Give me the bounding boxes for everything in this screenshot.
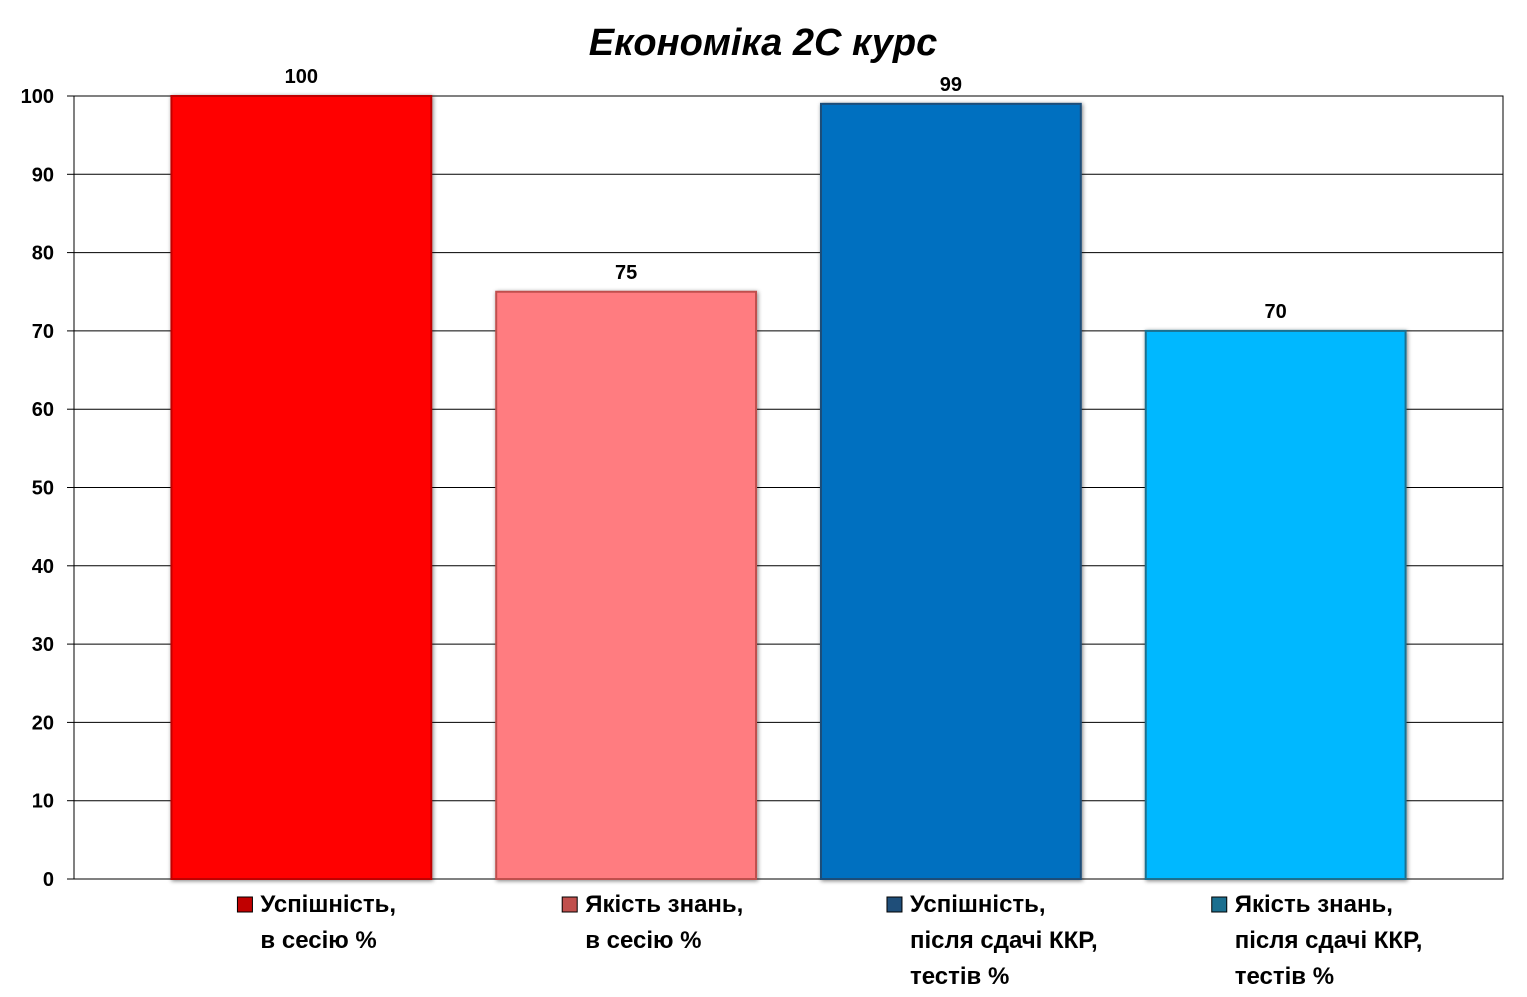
legend-marker-1 — [236, 896, 253, 913]
legend-label-4: після сдачі ККР, — [1235, 927, 1423, 954]
legend-marker-2 — [561, 896, 578, 913]
bar-3 — [819, 102, 1082, 880]
legend-label-3: тестів % — [910, 963, 1009, 990]
legend-label-1: Успішність, — [260, 891, 396, 918]
legend-label-4: Якість знань, — [1235, 891, 1393, 918]
y-tick-label: 40 — [32, 556, 54, 578]
chart-title: Економіка 2С курс — [589, 22, 937, 64]
y-tick-label: 50 — [32, 478, 54, 500]
legend: Успішність, в сесію % Якість знань, в сесію… — [236, 891, 1423, 990]
bar-4 — [1144, 329, 1407, 880]
data-label-3: 99 — [940, 74, 962, 96]
y-tick-label: 20 — [32, 712, 54, 734]
bar-1 — [170, 95, 433, 880]
y-axis: 0 10 20 30 40 50 60 70 80 90 100 — [21, 86, 74, 891]
data-label-1: 100 — [285, 66, 318, 88]
y-tick-label: 0 — [43, 869, 54, 891]
bar-2 — [495, 290, 758, 880]
bars — [170, 95, 1407, 880]
legend-label-2: Якість знань, — [585, 891, 743, 918]
legend-label-3: Успішність, — [910, 891, 1046, 918]
legend-label-4: тестів % — [1235, 963, 1334, 990]
data-label-2: 75 — [615, 262, 637, 284]
y-tick-label: 60 — [32, 399, 54, 421]
data-label-4: 70 — [1265, 301, 1287, 323]
y-tick-label: 90 — [32, 164, 54, 186]
legend-label-3: після сдачі ККР, — [910, 927, 1098, 954]
y-tick-label: 80 — [32, 243, 54, 265]
legend-label-2: в сесію % — [585, 927, 701, 954]
y-tick-label: 30 — [32, 634, 54, 656]
legend-marker-4 — [1211, 896, 1228, 913]
y-tick-label: 100 — [21, 86, 54, 108]
data-labels: 100 75 99 70 — [285, 66, 1287, 323]
y-tick-label: 10 — [32, 791, 54, 813]
legend-label-1: в сесію % — [260, 927, 376, 954]
y-tick-label: 70 — [32, 321, 54, 343]
legend-marker-3 — [886, 896, 903, 913]
